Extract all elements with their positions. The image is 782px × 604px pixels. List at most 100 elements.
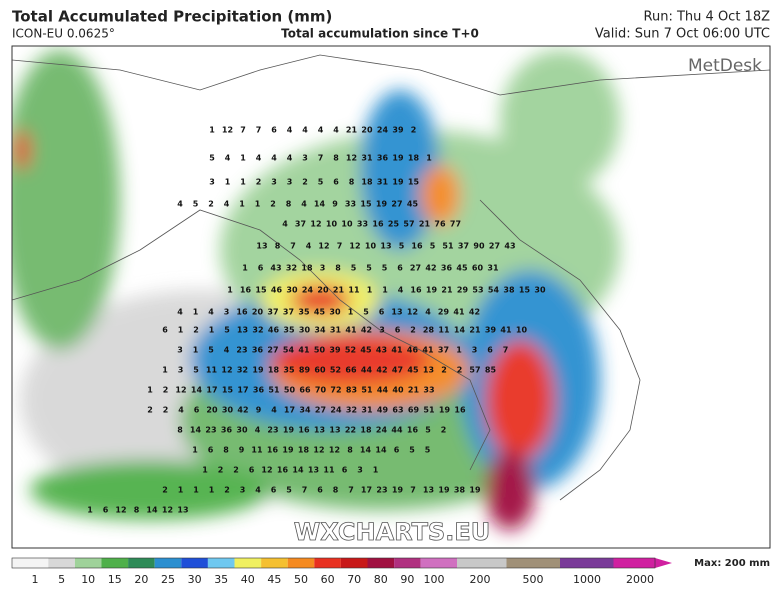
legend-tick-label: 100: [424, 573, 445, 586]
precip-label: 1: [192, 446, 198, 455]
precip-label: 3: [357, 466, 363, 475]
precip-label: 51: [442, 242, 454, 251]
precip-label: 2: [208, 200, 214, 209]
precip-label: 6: [103, 506, 109, 515]
legend-tick-label: 90: [400, 573, 414, 586]
precip-label: 5: [209, 154, 215, 163]
precip-label: 23: [236, 346, 247, 355]
precip-label: 1: [209, 126, 215, 135]
precip-label: 4: [306, 242, 312, 251]
precip-label: 43: [504, 242, 515, 251]
precip-label: 12: [318, 242, 329, 251]
precip-label: 12: [222, 126, 233, 135]
precip-label: 1: [209, 326, 215, 335]
precip-label: 31: [361, 406, 373, 415]
precip-label: 7: [503, 346, 509, 355]
precip-label: 27: [267, 346, 278, 355]
legend-tick-label: 25: [161, 573, 175, 586]
precip-label: 14: [146, 506, 158, 515]
precip-label: 6: [317, 486, 323, 495]
color-swatch: [340, 558, 368, 568]
precip-label: 13: [256, 242, 267, 251]
legend-tick-label: 45: [267, 573, 281, 586]
precip-label: 5: [193, 366, 199, 375]
precip-label: 2: [411, 126, 417, 135]
precip-label: 7: [337, 242, 343, 251]
valid: Valid: Sun 7 Oct 06:00 UTC: [595, 27, 770, 42]
color-swatch: [314, 558, 341, 568]
run: Run: Thu 4 Oct 18Z: [644, 10, 771, 25]
precip-label: 4: [271, 406, 277, 415]
precip-label: 19: [469, 486, 481, 495]
precip-label: 60: [472, 264, 484, 273]
precip-label: 21: [419, 220, 431, 229]
precip-label: 16: [372, 220, 384, 229]
precip-label: 16: [298, 426, 310, 435]
precip-label: 21: [346, 126, 358, 135]
legend-tick-label: 500: [523, 573, 544, 586]
precip-label: 1: [225, 178, 231, 187]
precip-label: 69: [408, 406, 420, 415]
model: ICON-EU 0.0625°: [12, 27, 115, 41]
color-swatch: [394, 558, 421, 568]
precip-label: 3: [287, 178, 293, 187]
precip-label: 31: [377, 178, 389, 187]
precip-label: 17: [206, 386, 217, 395]
precip-label: 4: [178, 406, 184, 415]
precip-label: 8: [134, 506, 140, 515]
precip-label: 4: [287, 154, 293, 163]
precip-label: 24: [330, 406, 342, 415]
precip-label: 1: [242, 264, 248, 273]
precip-label: 52: [330, 366, 341, 375]
precip-label: 36: [253, 386, 265, 395]
precip-label: 3: [240, 486, 246, 495]
precip-label: 5: [425, 426, 431, 435]
precip-label: 20: [252, 308, 264, 317]
precip-label: 6: [249, 466, 255, 475]
precip-label: 45: [314, 308, 326, 317]
precip-label: 8: [333, 486, 339, 495]
precip-label: 17: [237, 386, 248, 395]
precip-label: 1: [239, 200, 245, 209]
legend-tick-label: 20: [134, 573, 148, 586]
precip-label: 11: [251, 446, 263, 455]
precip-label: 5: [425, 446, 431, 455]
precip-label: 10: [341, 220, 353, 229]
precip-label: 90: [473, 242, 485, 251]
color-swatch: [613, 558, 655, 568]
precip-label: 46: [271, 286, 283, 295]
precip-label: 31: [361, 154, 373, 163]
precip-label: 21: [469, 326, 481, 335]
precip-label: 45: [360, 346, 372, 355]
precip-label: 5: [351, 264, 357, 273]
precip-label: 4: [224, 200, 230, 209]
precip-label: 16: [236, 308, 248, 317]
precip-label: 2: [270, 200, 276, 209]
legend-tick-label: 200: [470, 573, 491, 586]
logo: MetDesk: [688, 56, 762, 76]
precip-label: 30: [236, 426, 248, 435]
precip-label: 24: [376, 426, 388, 435]
precip-label: 6: [395, 326, 401, 335]
precip-label: 39: [329, 346, 341, 355]
precip-label: 21: [408, 386, 420, 395]
precip-label: 12: [346, 154, 357, 163]
precip-label: 50: [314, 346, 326, 355]
precip-label: 11: [323, 466, 335, 475]
precip-label: 41: [345, 326, 357, 335]
precip-label: 2: [163, 406, 169, 415]
legend-max: Max: 200 mm: [694, 558, 770, 569]
legend-tick-label: 1: [32, 573, 39, 586]
precip-label: 18: [301, 264, 313, 273]
precip-label: 5: [208, 346, 214, 355]
precip-label: 2: [147, 406, 153, 415]
precip-label: 32: [286, 264, 297, 273]
precip-label: 3: [472, 346, 478, 355]
precip-label: 19: [392, 486, 404, 495]
precip-label: 6: [271, 486, 277, 495]
precip-label: 22: [345, 426, 356, 435]
precip-label: 2: [410, 326, 416, 335]
precip-label: 1: [162, 366, 168, 375]
precip-label: 7: [348, 486, 354, 495]
precip-label: 12: [310, 220, 321, 229]
